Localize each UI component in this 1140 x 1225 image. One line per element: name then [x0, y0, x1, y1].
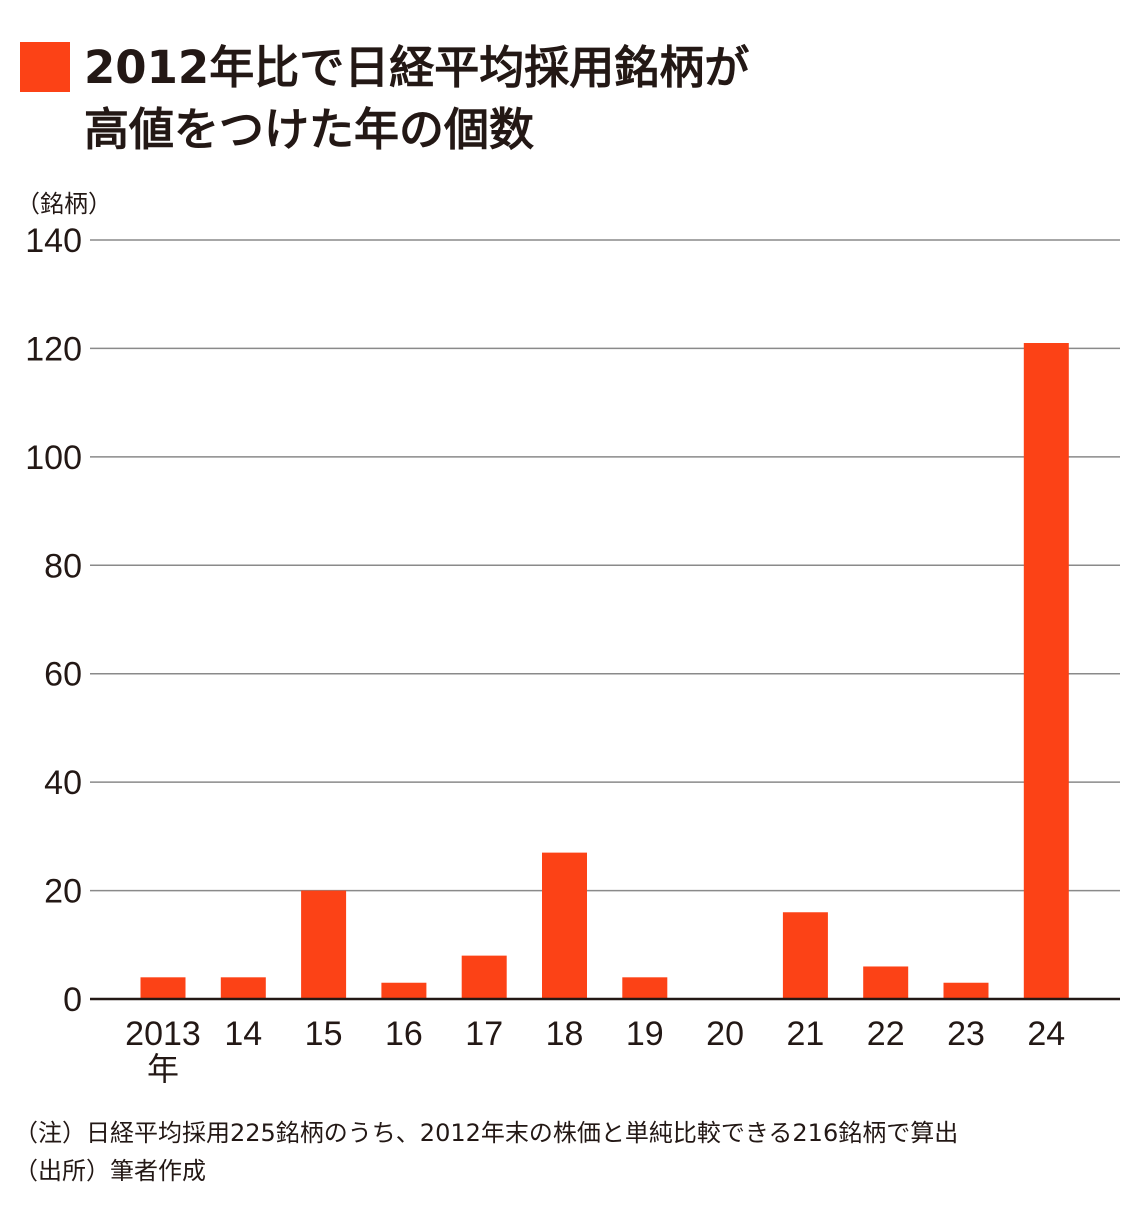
x-tick-label: 16: [385, 1015, 423, 1053]
notes: （注）日経平均採用225銘柄のうち、2012年末の株価と単純比較できる216銘柄…: [14, 1114, 958, 1190]
footnote: （注）日経平均採用225銘柄のうち、2012年末の株価と単純比較できる216銘柄…: [14, 1119, 959, 1147]
x-tick-label: 14: [224, 1015, 262, 1053]
bar: [782, 912, 828, 999]
y-tick-label: 20: [44, 873, 82, 911]
y-axis-unit-label: （銘柄）: [16, 190, 112, 218]
x-tick-label: 15: [305, 1015, 343, 1053]
x-tick-label: 24: [1027, 1015, 1065, 1053]
y-tick-label: 80: [44, 547, 82, 585]
x-tick-label: 20: [706, 1015, 744, 1053]
bar: [461, 955, 507, 999]
title-line-2: 高値をつけた年の個数: [84, 103, 535, 156]
bar: [301, 890, 347, 999]
bar: [1023, 343, 1069, 999]
bar: [140, 977, 186, 999]
bar: [381, 982, 427, 999]
x-tick-label-suffix: 年: [147, 1050, 179, 1088]
y-tick-label: 120: [25, 330, 82, 368]
bar: [220, 977, 266, 999]
y-tick-label: 40: [44, 764, 82, 802]
x-tick-label: 17: [465, 1015, 503, 1053]
bar: [622, 977, 668, 999]
y-tick-label: 60: [44, 656, 82, 694]
x-tick-label: 2013: [125, 1015, 201, 1053]
title-marker-square: [20, 42, 70, 92]
y-tick-label: 140: [25, 222, 82, 260]
x-tick-label: 18: [546, 1015, 584, 1053]
x-tick-label: 21: [786, 1015, 824, 1053]
bar: [863, 966, 909, 999]
y-tick-label: 100: [25, 439, 82, 477]
title-line-1: 2012年比で日経平均採用銘柄が: [84, 41, 750, 94]
y-tick-label: 0: [63, 981, 82, 1019]
x-tick-label: 23: [947, 1015, 985, 1053]
x-tick-label: 22: [867, 1015, 905, 1053]
bar: [542, 852, 587, 999]
source-note: （出所）筆者作成: [14, 1157, 206, 1185]
bar: [943, 982, 989, 999]
x-tick-label: 19: [626, 1015, 664, 1053]
